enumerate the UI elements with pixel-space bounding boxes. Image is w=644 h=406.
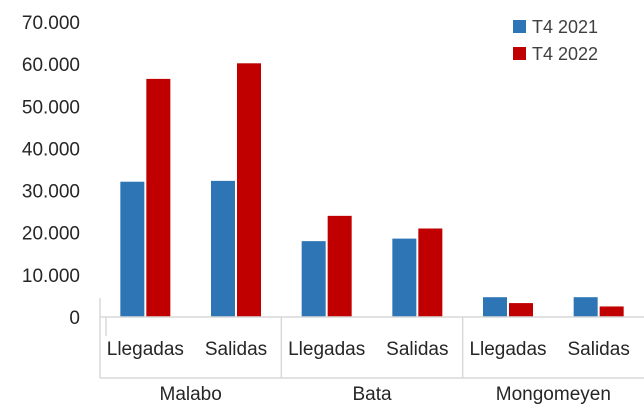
y-tick-label: 50.000: [22, 97, 80, 118]
bar-t4-2022: [237, 63, 261, 317]
group-labels: Malabo Bata Mongomeyen: [160, 384, 611, 405]
bar-t4-2021: [392, 238, 417, 317]
y-tick-label: 70.000: [22, 13, 80, 34]
category-label: Llegadas: [288, 339, 365, 360]
bar-t4-2022: [327, 215, 352, 317]
bar-t4-2021: [301, 241, 326, 317]
axes: [99, 298, 644, 379]
legend-label: T4 2022: [532, 44, 598, 64]
y-axis-ticks: 0 10.000 20.000 30.000 40.000 50.000 60.000 70.…: [22, 13, 80, 329]
bar-t4-2022: [599, 306, 624, 317]
category-label: Llegadas: [469, 339, 546, 360]
bar-t4-2021: [120, 181, 145, 317]
category-labels: Llegadas Salidas Llegadas Salidas Llegadas Sa…: [107, 339, 630, 360]
legend: T4 2021 T4 2022: [513, 17, 598, 64]
legend-swatch: [513, 20, 526, 33]
y-tick-label: 60.000: [22, 55, 80, 76]
group-label: Mongomeyen: [496, 384, 611, 405]
legend-label: T4 2021: [532, 17, 598, 37]
category-label: Llegadas: [107, 339, 184, 360]
y-tick-label: 40.000: [22, 139, 80, 160]
y-tick-label: 30.000: [22, 182, 80, 203]
y-tick-label: 10.000: [22, 266, 80, 287]
bar-t4-2022: [509, 303, 533, 317]
bar-t4-2021: [573, 297, 598, 317]
bar-t4-2021: [483, 297, 507, 317]
legend-swatch: [513, 47, 526, 60]
bar-t4-2022: [146, 78, 171, 318]
group-label: Malabo: [160, 384, 222, 405]
y-tick-label: 20.000: [22, 224, 80, 245]
y-tick-label: 0: [69, 308, 80, 329]
category-label: Salidas: [386, 339, 448, 360]
group-label: Bata: [352, 384, 392, 405]
bars: [120, 63, 624, 318]
category-label: Salidas: [205, 339, 267, 360]
bar-t4-2022: [418, 228, 443, 317]
bar-t4-2021: [211, 180, 235, 317]
category-label: Salidas: [568, 339, 630, 360]
